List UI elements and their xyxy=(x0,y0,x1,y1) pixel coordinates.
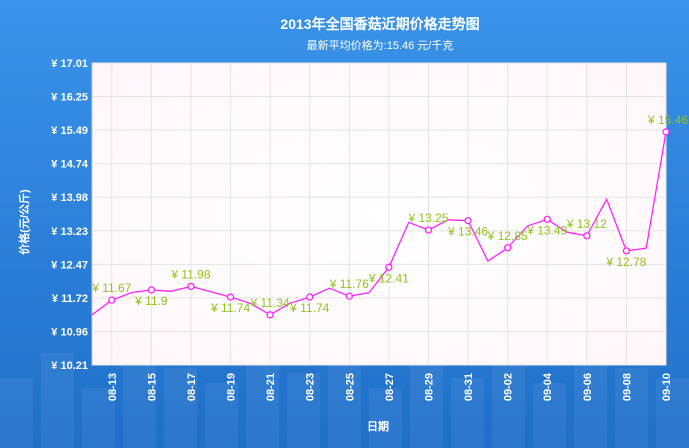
x-tick-label: 08-15 xyxy=(146,373,158,401)
data-point-marker xyxy=(504,244,512,252)
x-tick-label: 09-10 xyxy=(661,373,673,401)
data-point-marker xyxy=(662,128,670,136)
data-label: ¥ 11.9 xyxy=(134,294,168,308)
data-labels: ¥ 11.67¥ 11.9¥ 11.98¥ 11.74 ¥ 11.34 ¥ 11.7… xyxy=(91,113,688,315)
background-bar xyxy=(287,373,320,448)
data-point-marker xyxy=(306,293,314,301)
chart-subtitle: 最新平均价格为:15.46 元/千克 xyxy=(307,38,454,52)
x-tick-label: 09-04 xyxy=(542,372,554,401)
data-label: ¥ 11.76 xyxy=(329,277,369,291)
x-tick-label: 08-21 xyxy=(265,373,277,401)
data-label: ¥ 13.49 xyxy=(526,223,567,237)
background-bar xyxy=(205,383,238,448)
chart-title: 2013年全国香菇近期价格走势图 xyxy=(280,16,479,32)
background-bar xyxy=(492,363,525,448)
background-bar xyxy=(369,388,402,448)
data-label: ¥ 12.78 xyxy=(605,255,646,269)
y-tick-label: ¥ 10.21 xyxy=(51,360,88,372)
data-label: ¥ 11.74 xyxy=(289,301,329,315)
data-point-marker xyxy=(424,226,433,234)
background-bar xyxy=(615,368,648,448)
data-point-marker xyxy=(108,296,116,304)
y-tick-label: ¥ 16.25 xyxy=(51,92,88,104)
background-bar xyxy=(574,353,607,448)
data-label: ¥ 12.85 xyxy=(487,229,528,243)
data-point-marker xyxy=(266,311,274,319)
x-tick-label: 08-19 xyxy=(226,373,238,401)
price-markers xyxy=(108,128,670,319)
y-tick-label: ¥ 15.49 xyxy=(51,125,88,137)
x-tick-label: 09-06 xyxy=(582,373,594,401)
data-point-marker xyxy=(622,247,631,255)
data-label: ¥ 15.46 xyxy=(647,113,688,127)
y-tick-label: ¥ 13.98 xyxy=(51,192,88,204)
x-tick-label: 08-31 xyxy=(463,373,475,401)
x-tick-label: 09-08 xyxy=(621,373,633,401)
x-tick-label: 08-25 xyxy=(344,373,356,401)
background-decoration xyxy=(0,338,689,448)
y-axis-ticks: ¥ 10.21 ¥ 10.96 ¥ 11.72 ¥ 12.47 ¥ 13.23 ¥ 13.… xyxy=(51,58,89,372)
data-label: ¥ 12.41 xyxy=(368,271,409,285)
x-axis-label: 日期 xyxy=(367,419,389,433)
y-tick-label: ¥ 14.74 xyxy=(51,159,89,171)
data-label: ¥ 11.74 xyxy=(210,301,250,315)
x-tick-label: 08-23 xyxy=(305,373,317,401)
x-tick-label: 09-02 xyxy=(503,373,515,401)
y-axis-label: 价格(元/公斤) xyxy=(17,189,31,255)
data-point-marker xyxy=(583,232,591,240)
gridlines xyxy=(92,62,667,366)
x-tick-label: 08-17 xyxy=(186,373,198,401)
data-label: ¥ 11.34 xyxy=(250,296,290,310)
plot-area xyxy=(91,62,667,366)
data-point-marker xyxy=(226,293,235,301)
data-point-marker xyxy=(464,217,472,225)
y-tick-label: ¥ 13.23 xyxy=(51,226,88,238)
x-axis-ticks: 08-13 08-15 08-17 08-19 08-21 08-23 08-25 08-27… xyxy=(107,372,673,401)
background-bar xyxy=(328,358,361,448)
background-bar xyxy=(41,353,74,448)
x-tick-label: 08-27 xyxy=(384,373,396,401)
data-point-marker xyxy=(187,282,195,291)
background-bar xyxy=(451,378,484,448)
y-tick-label: ¥ 10.96 xyxy=(51,326,88,338)
background-bar xyxy=(0,378,33,448)
y-tick-label: ¥ 12.47 xyxy=(51,259,88,271)
background-bar xyxy=(533,383,566,448)
background-bar xyxy=(82,388,115,448)
data-label: ¥ 11.67 xyxy=(91,281,131,295)
background-bar xyxy=(164,368,197,448)
y-tick-label: ¥ 17.01 xyxy=(51,58,88,70)
x-tick-label: 08-29 xyxy=(423,373,435,401)
data-label: ¥ 13.46 xyxy=(447,225,488,239)
data-point-marker xyxy=(385,263,393,271)
data-point-marker xyxy=(345,292,353,300)
data-point-marker xyxy=(543,215,551,223)
data-label: ¥ 11.98 xyxy=(170,267,210,281)
data-label: ¥ 13.25 xyxy=(407,211,448,225)
y-tick-label: ¥ 11.72 xyxy=(52,293,88,305)
background-bar xyxy=(656,378,689,448)
x-tick-label: 08-13 xyxy=(107,373,119,401)
data-label: ¥ 13.12 xyxy=(566,217,607,231)
data-point-marker xyxy=(147,286,156,294)
